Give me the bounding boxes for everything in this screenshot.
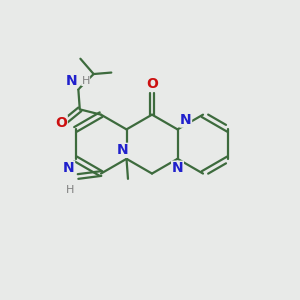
Text: O: O xyxy=(146,77,158,91)
Text: O: O xyxy=(55,116,67,130)
Text: N: N xyxy=(172,161,183,175)
Text: N: N xyxy=(180,113,191,127)
Text: H: H xyxy=(82,76,90,86)
Text: O: O xyxy=(146,77,158,91)
Text: N: N xyxy=(63,161,74,175)
Text: N: N xyxy=(117,143,129,158)
Text: N: N xyxy=(66,74,78,88)
Text: H: H xyxy=(66,185,74,195)
